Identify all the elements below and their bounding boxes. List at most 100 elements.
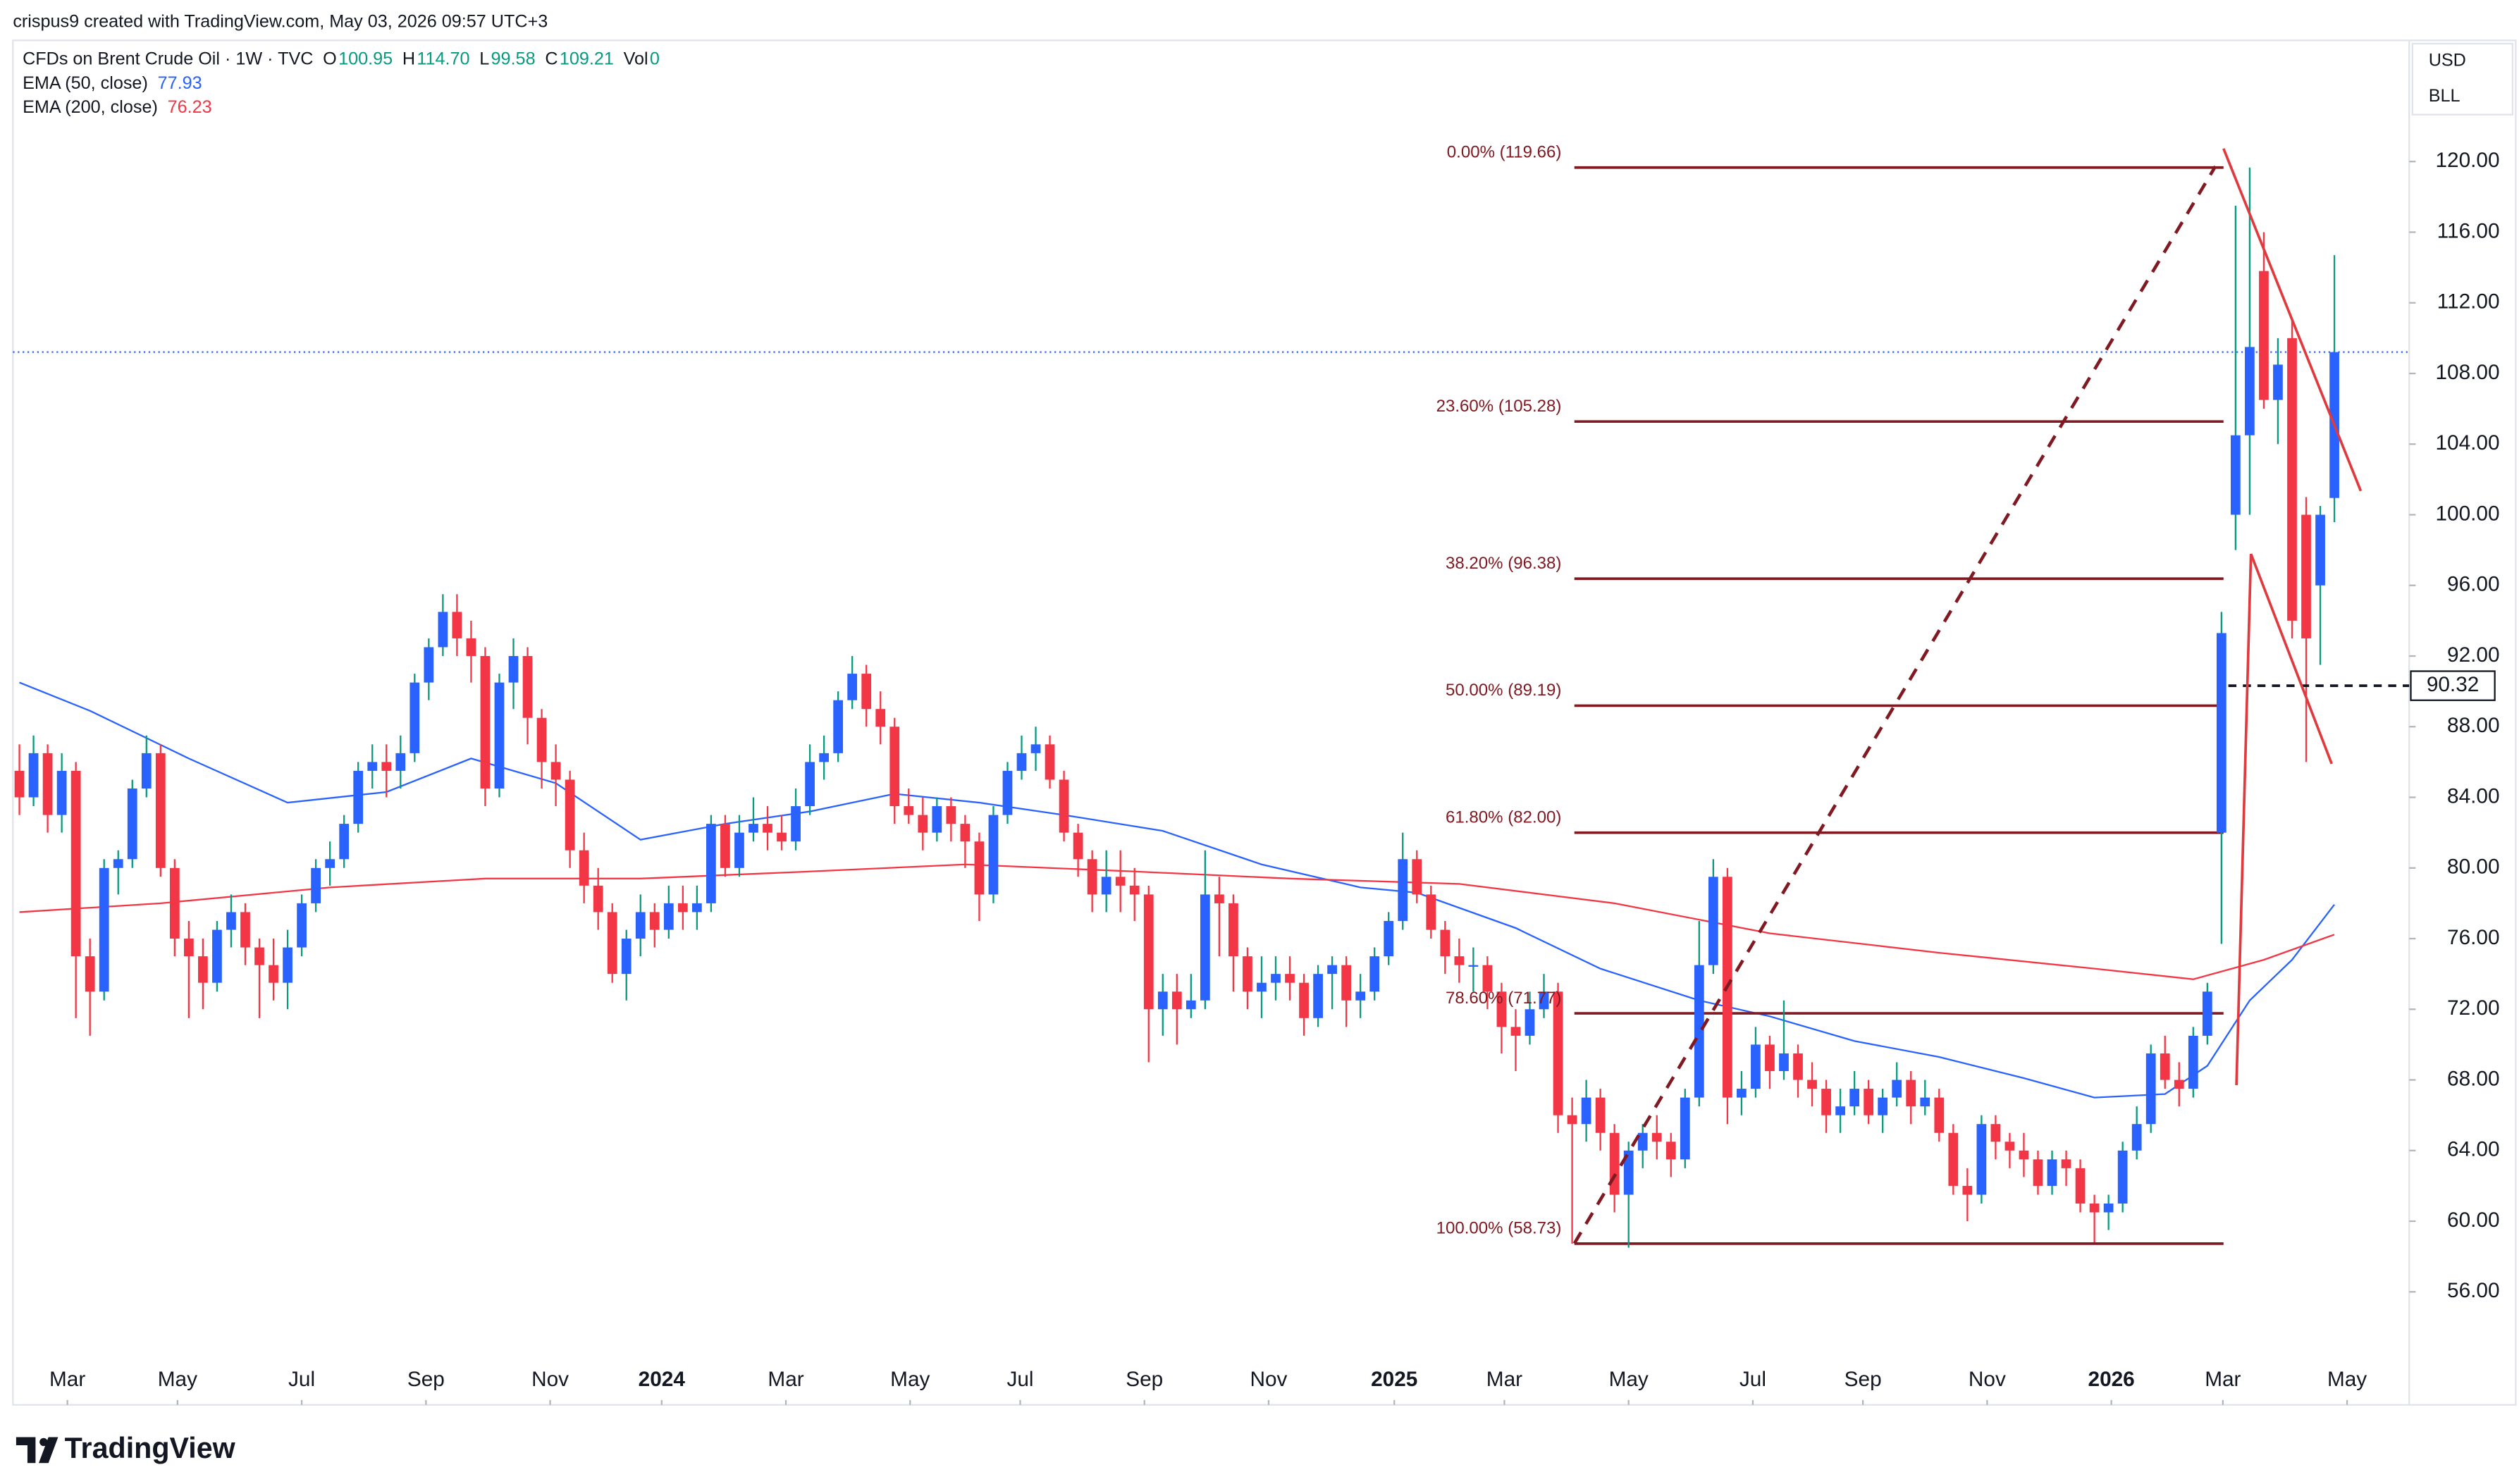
candle-body (847, 674, 858, 700)
y-tick-label: 100.00 (2435, 502, 2499, 525)
candle-body (974, 841, 985, 895)
candle-body (875, 709, 886, 727)
y-tick-label: 120.00 (2435, 149, 2499, 172)
y-tick-label: 72.00 (2447, 996, 2499, 1020)
candle-body (1045, 744, 1055, 780)
candle-body (2216, 633, 2227, 833)
candle-body (1440, 929, 1451, 957)
candle-body (1651, 1132, 1662, 1142)
candle-body (1299, 982, 1309, 1018)
candle-body (1892, 1080, 1902, 1098)
candle-body (1398, 859, 1408, 921)
y-tick-label: 80.00 (2447, 855, 2499, 879)
y-tick-label: 108.00 (2435, 361, 2499, 384)
candle-body (1412, 859, 1422, 895)
candle-body (2103, 1203, 2114, 1213)
candle-body (2089, 1203, 2100, 1213)
candle-body (1623, 1150, 1634, 1195)
candle-body (536, 717, 547, 762)
candle-body (805, 762, 815, 807)
candle-body (1257, 982, 1267, 992)
candle-body (2230, 435, 2241, 515)
candle-body (2301, 514, 2311, 638)
candle-body (353, 770, 364, 824)
candle-body (2174, 1080, 2184, 1089)
candle-body (113, 859, 123, 868)
candle-body (677, 903, 688, 913)
candle-body (1129, 885, 1140, 895)
ema-line (19, 681, 2335, 1099)
candle-body (1002, 770, 1013, 815)
candle-body (494, 682, 505, 789)
candle-body (1101, 877, 1111, 895)
candle-body (14, 770, 25, 798)
y-tick-label: 104.00 (2435, 431, 2499, 455)
candle-body (2188, 1035, 2198, 1089)
candle-body (1539, 991, 1549, 1010)
y-tick-label: 84.00 (2447, 784, 2499, 808)
candle-body (127, 788, 137, 860)
fib-label: 23.60% (105.28) (1436, 397, 1562, 416)
candle-body (2019, 1150, 2029, 1160)
x-tick-label: Jul (288, 1368, 315, 1391)
y-tick-label: 64.00 (2447, 1138, 2499, 1161)
candle-body (325, 859, 335, 868)
candle-body (1708, 877, 1718, 965)
x-tick-label: 2024 (639, 1368, 686, 1391)
candle-body (466, 638, 476, 657)
candle-body (212, 929, 222, 983)
legend-value: 100.95 (338, 49, 393, 68)
level-label-box (2410, 670, 2496, 701)
candle-body (1948, 1132, 1959, 1186)
trend-line-flag-pole (2235, 553, 2253, 1086)
candle-body (522, 656, 533, 718)
candle-body (663, 903, 674, 930)
candle-body (70, 770, 81, 957)
candle-body (649, 912, 660, 930)
x-tick-label: Sep (1126, 1368, 1163, 1391)
candle-body (1581, 1097, 1591, 1125)
candle-body (2061, 1159, 2071, 1168)
candle-body (2075, 1168, 2086, 1204)
y-tick-label: 60.00 (2447, 1208, 2499, 1232)
candle-body (1355, 991, 1366, 1001)
candle-body (918, 815, 928, 833)
candle-body (1016, 753, 1027, 771)
candle-body (240, 912, 250, 948)
candle-body (1510, 1027, 1521, 1036)
y-tick-label: 56.00 (2447, 1279, 2499, 1302)
candle-body (2145, 1053, 2156, 1125)
candle-body (226, 912, 236, 930)
candle-body (155, 753, 166, 868)
y-tick-label: 96.00 (2447, 573, 2499, 596)
candle-body (1906, 1080, 1916, 1107)
candle-body (579, 850, 589, 886)
candle-body (1680, 1097, 1690, 1160)
chart-frame (12, 39, 2517, 1406)
candle-body (593, 885, 603, 913)
candle-body (1087, 859, 1097, 895)
y-tick-label: 68.00 (2447, 1067, 2499, 1090)
candle-body (424, 647, 434, 683)
ema-legend-value: 77.93 (158, 73, 202, 93)
candle-body (1143, 894, 1154, 1010)
currency-box (2411, 42, 2513, 116)
candle-body (198, 956, 208, 983)
candle-body (1793, 1053, 1803, 1080)
candle-body (1073, 832, 1083, 860)
fib-label: 78.60% (71.77) (1446, 989, 1561, 1008)
y-tick-label: 76.00 (2447, 926, 2499, 949)
candle-body (1962, 1185, 1973, 1195)
candle-body (1285, 974, 1295, 983)
candle-body (28, 753, 39, 798)
candle-body (56, 770, 67, 815)
candle-body (1934, 1097, 1945, 1133)
candle-body (932, 806, 942, 833)
candle-body (861, 674, 872, 710)
candle-body (2273, 364, 2283, 400)
candle-body (691, 903, 702, 913)
candle-body (183, 939, 194, 957)
ema-legend-name: EMA (200, close) (23, 97, 158, 117)
candle-body (1637, 1132, 1648, 1151)
